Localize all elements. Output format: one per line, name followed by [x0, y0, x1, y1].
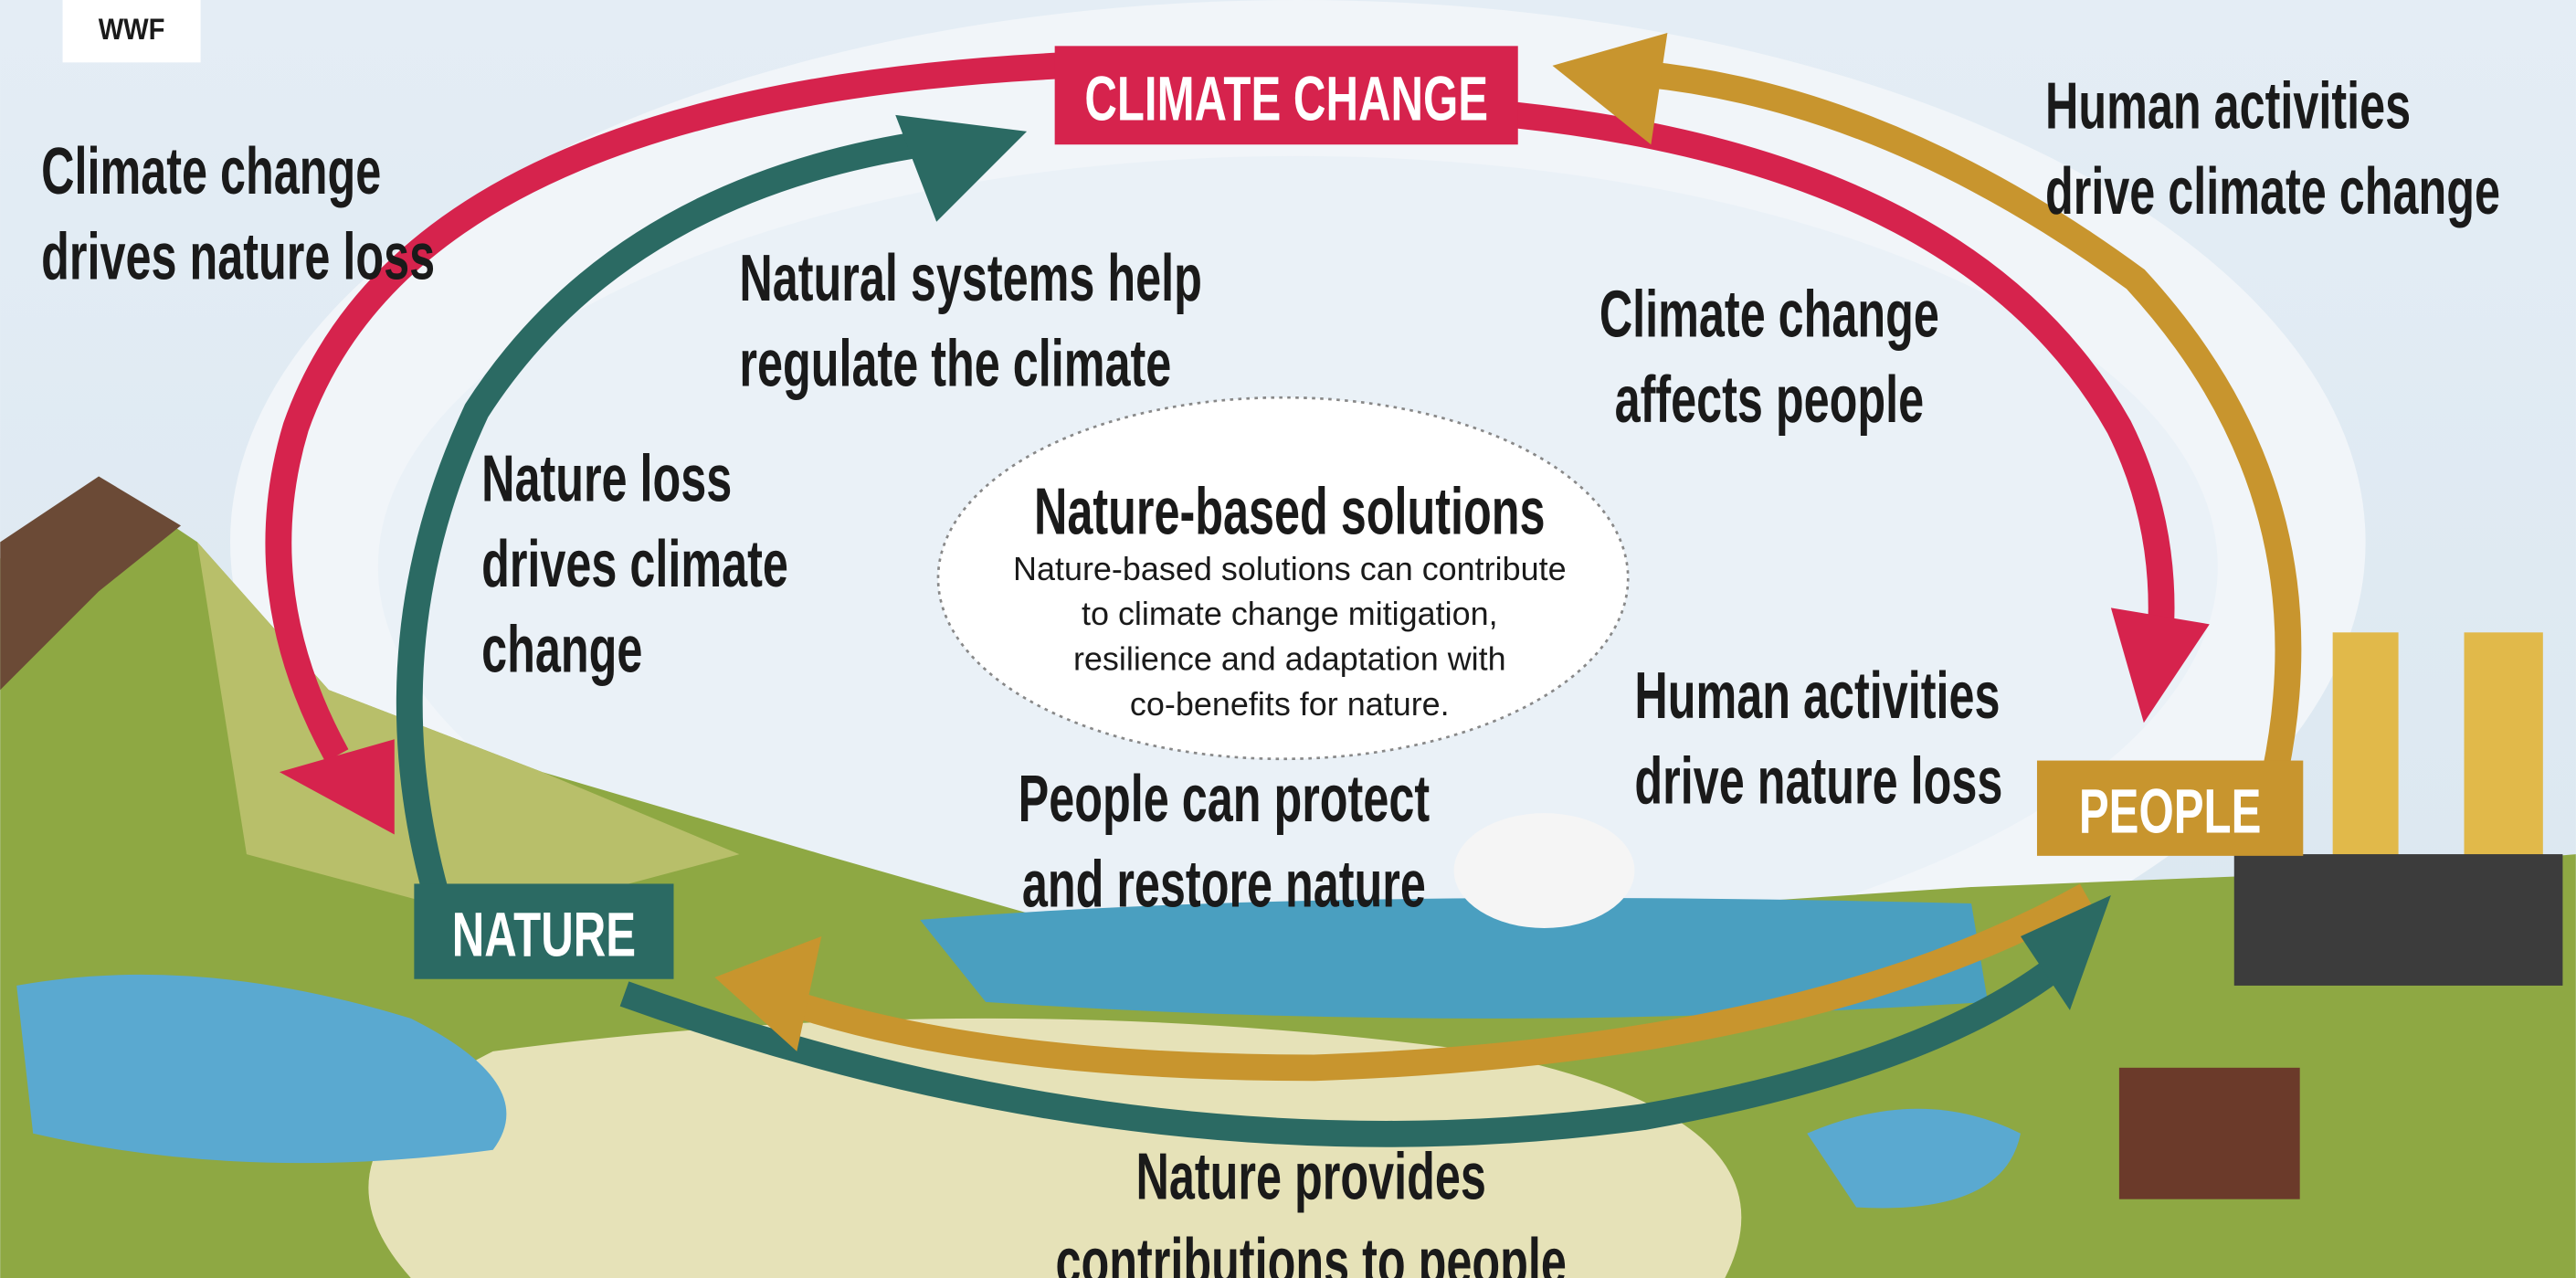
arrow-label: Climate change [1599, 279, 1939, 352]
center-body: co-benefits for nature. [1130, 685, 1450, 723]
arrow-label: Natural systems help [739, 242, 1201, 315]
arrow-label: People can protect [1019, 763, 1430, 836]
node-label: CLIMATE CHANGE [1084, 63, 1488, 133]
center-body: to climate change mitigation, [1082, 595, 1498, 632]
arrow-label: Human activities [2045, 70, 2411, 143]
infographic: WWF CLIMATE CHANGE NATURE PEOPLE Climate cha… [0, 0, 2576, 1278]
arrow-label: drives nature loss [41, 221, 435, 294]
arrow-label: Nature provides [1136, 1141, 1486, 1214]
arrow-label: drive nature loss [1634, 745, 2002, 819]
center-title: Nature-based solutions [1034, 476, 1545, 549]
factory [2234, 854, 2563, 986]
logo: WWF [99, 13, 165, 47]
arrow-label: regulate the climate [739, 328, 1171, 401]
arrow-label: Human activities [1634, 660, 2000, 733]
arrow-label: Nature loss [481, 443, 732, 516]
field [2119, 1068, 2300, 1199]
center-body: Nature-based solutions can contribute [1013, 550, 1567, 587]
arrow-label: change [481, 614, 642, 687]
ice [1454, 813, 1635, 928]
arrow-label: and restore nature [1022, 849, 1426, 922]
node-label: NATURE [452, 900, 636, 970]
center-body: resilience and adaptation with [1073, 640, 1506, 678]
arrow-label: contributions to people [1055, 1226, 1566, 1278]
arrow-label: drives climate [481, 528, 788, 601]
node-label: PEOPLE [2079, 776, 2262, 847]
arrow-label: affects people [1615, 364, 1925, 437]
arrow-label: Climate change [41, 135, 381, 208]
arrow-label: drive climate change [2045, 155, 2500, 228]
